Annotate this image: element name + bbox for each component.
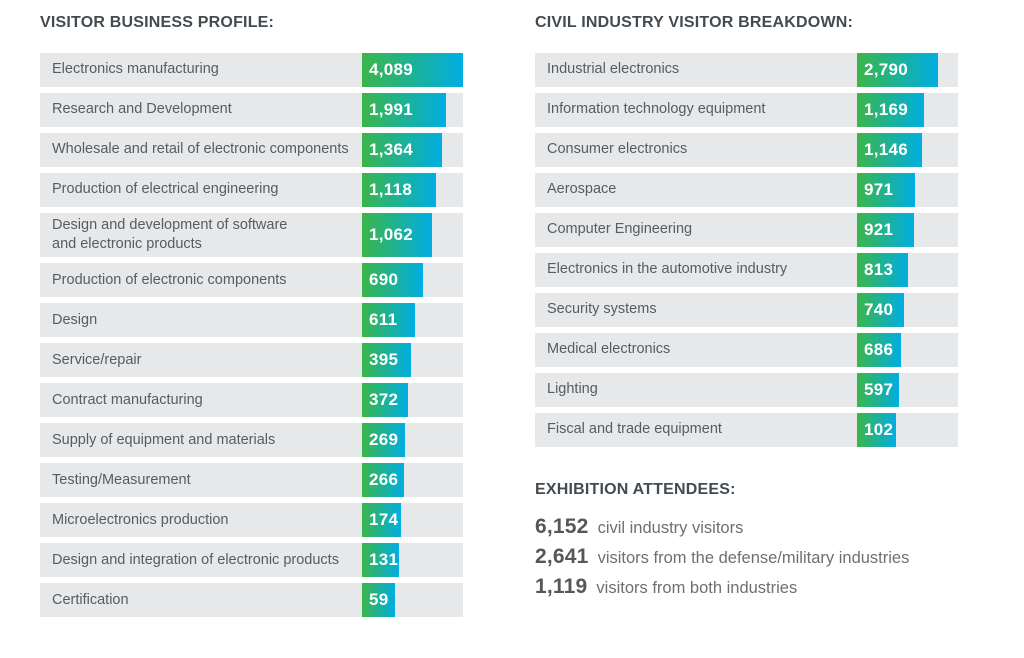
row-label: Industrial electronics xyxy=(547,61,680,78)
chart-row: Medical electronics 686 xyxy=(535,333,958,367)
attendee-stat: 6,152 civil industry visitors xyxy=(535,515,958,539)
row-value-bar: 1,169 xyxy=(857,93,924,127)
row-value-bar: 1,364 xyxy=(362,133,442,167)
row-label: Security systems xyxy=(547,301,657,318)
row-value-bar: 269 xyxy=(362,423,405,458)
row-label: Microelectronics production xyxy=(52,511,229,528)
chart-row: Design and integration of electronic pro… xyxy=(40,543,463,578)
row-value-bar: 813 xyxy=(857,253,908,287)
chart-row: Service/repair 395 xyxy=(40,343,463,378)
row-label: Electronics in the automotive industry xyxy=(547,261,788,278)
chart-row: Production of electronic components 690 xyxy=(40,263,463,298)
chart-row: Consumer electronics 1,146 xyxy=(535,133,958,167)
row-label: Contract manufacturing xyxy=(52,391,203,408)
chart-row: Design and development of software and e… xyxy=(40,213,463,258)
exhibition-attendees-section: EXHIBITION ATTENDEES: 6,152 civil indust… xyxy=(535,481,958,599)
chart-row: Electronics manufacturing 4,089 xyxy=(40,53,463,87)
row-value-bar: 740 xyxy=(857,293,904,327)
row-value-bar: 372 xyxy=(362,383,408,418)
row-label: Design and integration of electronic pro… xyxy=(52,551,339,568)
chart-row: Design 611 xyxy=(40,303,463,338)
stat-label: visitors from both industries xyxy=(596,579,798,597)
row-label: Information technology equipment xyxy=(547,101,766,118)
row-label: Wholesale and retail of electronic compo… xyxy=(52,141,349,158)
chart-row: Aerospace 971 xyxy=(535,173,958,207)
chart-row: Microelectronics production 174 xyxy=(40,503,463,538)
chart-row: Contract manufacturing 372 xyxy=(40,383,463,418)
row-label: Supply of equipment and materials xyxy=(52,431,276,448)
row-value-bar: 971 xyxy=(857,173,915,207)
attendee-stat: 2,641 visitors from the defense/military… xyxy=(535,545,958,569)
chart-row: Lighting 597 xyxy=(535,373,958,407)
chart-row: Production of electrical engineering 1,1… xyxy=(40,173,463,207)
stat-label: visitors from the defense/military indus… xyxy=(597,549,910,567)
row-value-bar: 174 xyxy=(362,503,401,538)
row-value-bar: 597 xyxy=(857,373,899,407)
row-label: Testing/Measurement xyxy=(52,471,191,488)
visitor-business-profile-chart: VISITOR BUSINESS PROFILE: Electronics ma… xyxy=(40,14,463,623)
row-label: Service/repair xyxy=(52,351,142,368)
attendee-stats: 6,152 civil industry visitors 2,641 visi… xyxy=(535,515,958,599)
row-value-bar: 4,089 xyxy=(362,53,463,87)
row-value-bar: 2,790 xyxy=(857,53,938,87)
row-value-bar: 131 xyxy=(362,543,399,578)
chart-row: Certification 59 xyxy=(40,583,463,618)
row-value-bar: 690 xyxy=(362,263,423,298)
chart-row: Supply of equipment and materials 269 xyxy=(40,423,463,458)
row-label: Production of electrical engineering xyxy=(52,181,279,198)
row-value-bar: 395 xyxy=(362,343,411,378)
row-label: Medical electronics xyxy=(547,341,671,358)
row-label: Design and development of software and e… xyxy=(52,217,288,253)
row-label: Research and Development xyxy=(52,101,232,118)
row-value-bar: 59 xyxy=(362,583,395,618)
civil-industry-breakdown-rows: Industrial electronics 2,790 Information… xyxy=(535,53,958,447)
stat-value: 6,152 xyxy=(535,515,589,538)
chart-row: Security systems 740 xyxy=(535,293,958,327)
stat-value: 2,641 xyxy=(535,545,589,568)
chart-row: Testing/Measurement 266 xyxy=(40,463,463,498)
row-label: Fiscal and trade equipment xyxy=(547,421,722,438)
stat-label: civil industry visitors xyxy=(597,519,744,537)
civil-industry-breakdown-chart: CIVIL INDUSTRY VISITOR BREAKDOWN: Indust… xyxy=(535,14,958,605)
chart-row: Electronics in the automotive industry 8… xyxy=(535,253,958,287)
chart-row: Fiscal and trade equipment 102 xyxy=(535,413,958,447)
row-value-bar: 686 xyxy=(857,333,901,367)
row-label: Production of electronic components xyxy=(52,271,287,288)
row-label: Certification xyxy=(52,591,129,608)
row-value-bar: 921 xyxy=(857,213,914,247)
chart-row: Industrial electronics 2,790 xyxy=(535,53,958,87)
chart-row: Computer Engineering 921 xyxy=(535,213,958,247)
row-label: Design xyxy=(52,311,98,328)
row-label: Lighting xyxy=(547,381,598,398)
row-label: Computer Engineering xyxy=(547,221,693,238)
stat-value: 1,119 xyxy=(535,575,588,598)
exhibition-attendees-title: EXHIBITION ATTENDEES: xyxy=(535,481,736,498)
row-label: Consumer electronics xyxy=(547,141,688,158)
row-value-bar: 1,118 xyxy=(362,173,436,207)
chart-row: Wholesale and retail of electronic compo… xyxy=(40,133,463,167)
civil-industry-breakdown-title: CIVIL INDUSTRY VISITOR BREAKDOWN: xyxy=(535,14,854,31)
row-value-bar: 1,062 xyxy=(362,213,432,258)
row-label: Electronics manufacturing xyxy=(52,61,219,78)
row-value-bar: 266 xyxy=(362,463,404,498)
row-value-bar: 1,146 xyxy=(857,133,922,167)
attendee-stat: 1,119 visitors from both industries xyxy=(535,575,958,599)
chart-row: Research and Development 1,991 xyxy=(40,93,463,127)
row-label: Aerospace xyxy=(547,181,617,198)
visitor-business-profile-rows: Electronics manufacturing 4,089 Research… xyxy=(40,53,463,618)
row-value-bar: 102 xyxy=(857,413,896,447)
chart-row: Information technology equipment 1,169 xyxy=(535,93,958,127)
row-value-bar: 611 xyxy=(362,303,415,338)
row-value-bar: 1,991 xyxy=(362,93,446,127)
visitor-business-profile-title: VISITOR BUSINESS PROFILE: xyxy=(40,14,275,31)
